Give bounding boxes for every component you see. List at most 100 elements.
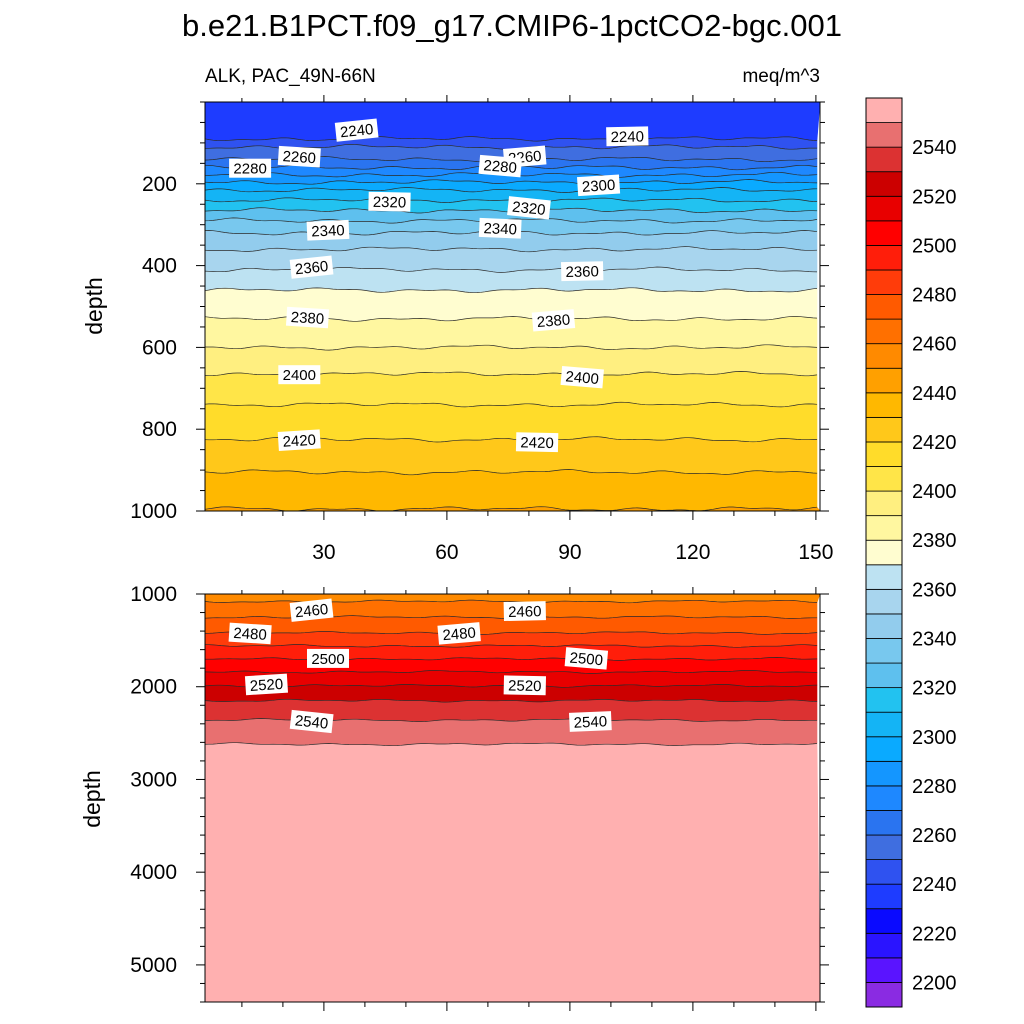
contour-label: 2340 xyxy=(306,219,350,241)
contour-label-text: 2520 xyxy=(508,677,542,695)
colorbar-box xyxy=(865,146,903,173)
colorbar-tick-label: 2200 xyxy=(912,972,957,994)
colorbar-box xyxy=(865,294,903,320)
contour-label-text: 2540 xyxy=(294,712,329,732)
lower-contour-panel: 1000 2000 3000 4000 5000 2460 2460 2480 2480 2500… xyxy=(130,583,829,1011)
colorbar-box xyxy=(865,834,903,861)
colorbar-box xyxy=(865,269,903,295)
colorbar-box xyxy=(865,171,903,197)
colorbar-tick-label: 2340 xyxy=(912,629,957,651)
colorbar-box xyxy=(865,539,903,566)
contour-label: 2480 xyxy=(228,622,272,645)
contour-line xyxy=(204,506,818,512)
contour-label: 2520 xyxy=(244,673,289,696)
contour-label-box xyxy=(277,145,321,168)
contour-label: 2380 xyxy=(531,309,576,332)
contour-label-text: 2480 xyxy=(442,625,477,645)
y-tick-label: 600 xyxy=(142,336,177,359)
colorbar-tick-label: 2320 xyxy=(912,678,957,700)
contour-label: 2400 xyxy=(560,365,604,389)
contour-label-box xyxy=(289,598,334,622)
colorbar-tick-label: 2240 xyxy=(912,874,957,896)
contour-label-box xyxy=(478,154,522,178)
contour-label: 2280 xyxy=(478,154,522,178)
contour-label: 2420 xyxy=(515,432,559,453)
contour-label-box xyxy=(229,158,272,178)
colorbar-box xyxy=(865,638,903,664)
colorbar-tick-label: 2440 xyxy=(912,383,957,405)
contour-label-text: 2340 xyxy=(311,222,345,240)
colorbar-tick-label: 2480 xyxy=(912,285,957,307)
colorbar-tick-label: 2540 xyxy=(912,137,957,159)
contour-label-box xyxy=(577,174,621,197)
y-tick-label: 3000 xyxy=(130,768,177,791)
contour-label: 2420 xyxy=(277,429,321,452)
colorbar-tick-label: 2500 xyxy=(912,235,957,257)
contour-label-box xyxy=(560,261,604,282)
colorbar-tick-label: 2380 xyxy=(912,530,957,552)
contour-label: 2320 xyxy=(507,196,551,220)
lower-y-axis-title: depth xyxy=(79,770,105,828)
contour-label: 2460 xyxy=(289,598,334,622)
colorbar-box xyxy=(865,318,903,345)
colorbar-box xyxy=(865,883,903,910)
colorbar-tick-label: 2260 xyxy=(912,825,957,847)
contour-label: 2540 xyxy=(289,709,334,734)
contour-label-text: 2320 xyxy=(373,194,407,212)
contour-label: 2280 xyxy=(229,158,272,178)
contour-line xyxy=(204,630,818,635)
contour-label-box xyxy=(478,217,522,239)
contour-label-text: 2500 xyxy=(569,650,604,670)
contour-label-text: 2320 xyxy=(511,199,546,219)
colorbar-box xyxy=(865,416,903,443)
colorbar-tick-label: 2460 xyxy=(912,334,957,356)
colorbar-box xyxy=(865,220,903,246)
contour-label-text: 2400 xyxy=(283,367,316,384)
contour-label-text: 2420 xyxy=(520,434,554,452)
upper-contour-panel: 30 60 90 120 150 200 400 600 800 1000 2240 2240 2260… xyxy=(130,95,833,564)
contour-label: 2460 xyxy=(503,601,546,622)
y-tick-label: 5000 xyxy=(130,954,177,977)
colorbar: 2200 2220 2240 2260 2280 2300 2320 2340 2360 2380… xyxy=(865,97,957,1008)
colorbar-box xyxy=(865,515,903,541)
contour-line xyxy=(204,246,818,253)
contour-label: 2520 xyxy=(503,675,547,696)
contour-label-box xyxy=(560,365,604,389)
colorbar-box xyxy=(865,343,903,369)
contour-label-box xyxy=(289,709,334,734)
colorbar-tick-label: 2400 xyxy=(912,481,957,503)
colorbar-box xyxy=(865,908,903,934)
y-tick-label: 2000 xyxy=(130,676,177,699)
contour-label: 2240 xyxy=(606,126,649,147)
contour-label: 2300 xyxy=(577,174,621,197)
contour-label-box xyxy=(515,432,559,453)
x-tick-label: 90 xyxy=(558,541,581,564)
contour-label: 2260 xyxy=(277,145,321,168)
colorbar-box xyxy=(865,122,903,148)
contour-label-text: 2260 xyxy=(282,148,316,167)
colorbar-tick-label: 2360 xyxy=(912,579,957,601)
contour-label-box xyxy=(278,365,321,385)
colorbar-box xyxy=(865,490,903,517)
contour-label-box xyxy=(507,196,551,220)
colorbar-box xyxy=(865,687,903,713)
contour-label: 2340 xyxy=(478,217,522,239)
colorbar-tick-label: 2280 xyxy=(912,776,957,798)
colorbar-box xyxy=(865,588,903,615)
contour-label: 2380 xyxy=(285,306,330,329)
contour-label-text: 2380 xyxy=(536,311,571,331)
contour-line xyxy=(204,469,818,476)
y-tick-label: 200 xyxy=(142,173,177,196)
contour-label-text: 2420 xyxy=(282,432,316,451)
contour-label-text: 2360 xyxy=(294,258,329,278)
contour-band xyxy=(204,742,821,1003)
contour-label-box xyxy=(244,673,289,696)
contour-label-text: 2360 xyxy=(565,263,599,281)
contour-label-text: 2280 xyxy=(233,161,266,178)
contour-line xyxy=(204,187,818,193)
contour-line xyxy=(204,287,818,294)
contour-label: 2240 xyxy=(334,118,379,142)
contour-line xyxy=(204,742,818,747)
colorbar-box xyxy=(865,245,903,271)
